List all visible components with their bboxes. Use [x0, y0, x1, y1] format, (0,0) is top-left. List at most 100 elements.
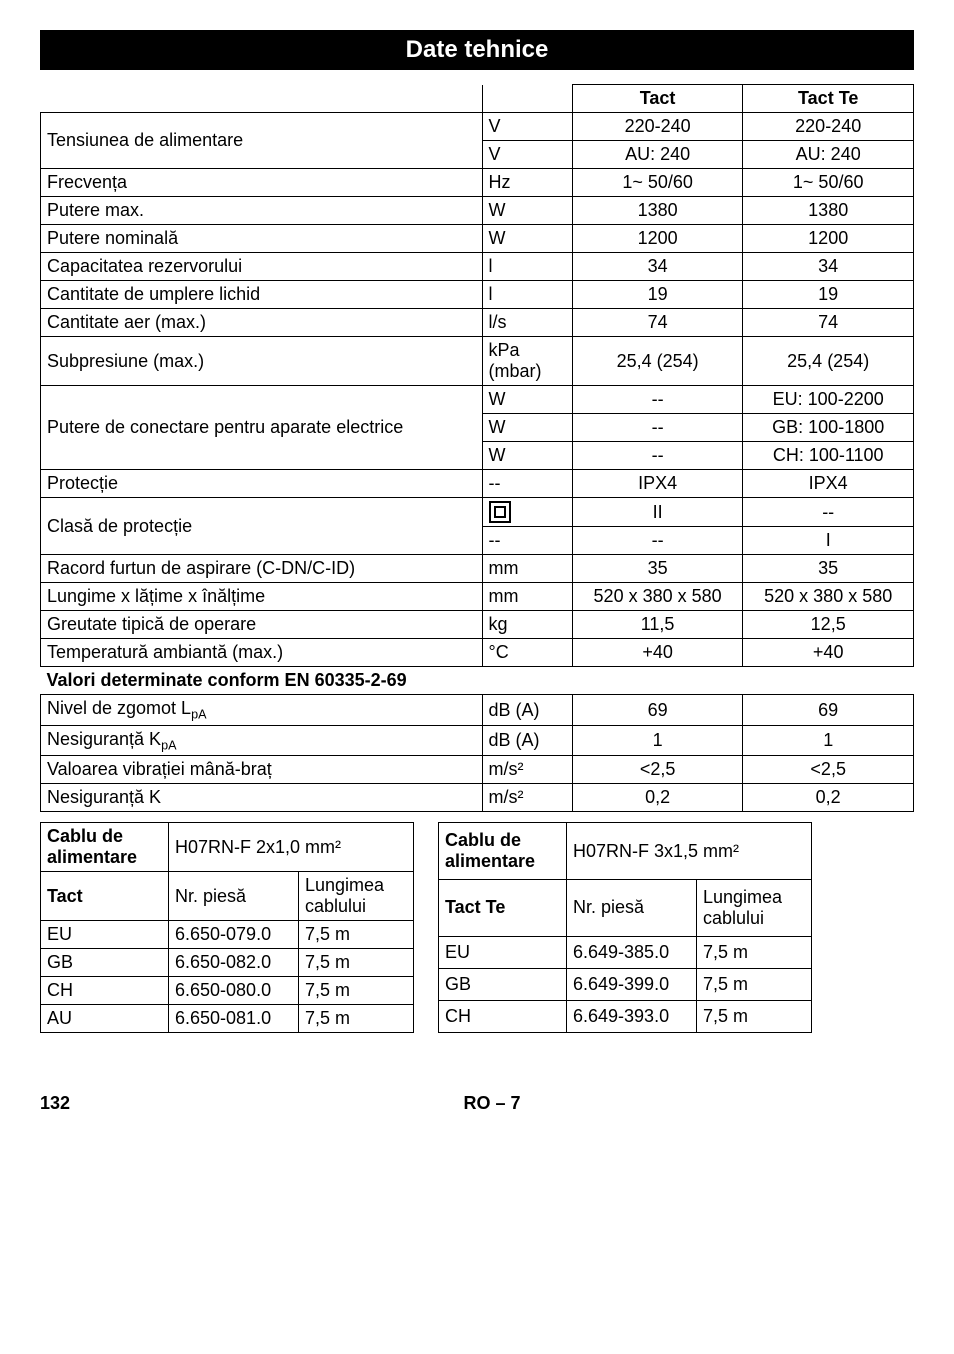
unit: m/s²: [482, 756, 572, 784]
section-heading: Valori determinate conform EN 60335-2-69: [41, 667, 914, 695]
param: Cantitate de umplere lichid: [41, 281, 483, 309]
val: 1~ 50/60: [743, 169, 914, 197]
val: --: [572, 386, 743, 414]
val: --: [572, 442, 743, 470]
table-row: GB 6.650-082.0 7,5 m: [41, 949, 414, 977]
param: Nesiguranță K: [41, 784, 483, 812]
col-tact: Tact: [572, 85, 743, 113]
val: 74: [572, 309, 743, 337]
unit: Hz: [482, 169, 572, 197]
cable-table-1: Cablu de alimentare H07RN-F 2x1,0 mm² Ta…: [40, 822, 414, 1033]
val: 19: [572, 281, 743, 309]
val: CH: 100-1100: [743, 442, 914, 470]
val: 0,2: [572, 784, 743, 812]
param-tensiune: Tensiunea de alimentare: [41, 113, 483, 169]
page-number: 132: [40, 1093, 70, 1114]
val: 1~ 50/60: [572, 169, 743, 197]
val: 35: [572, 555, 743, 583]
val: --: [743, 498, 914, 527]
val: 1200: [572, 225, 743, 253]
val: --: [572, 414, 743, 442]
param: Putere max.: [41, 197, 483, 225]
val: 220-240: [572, 113, 743, 141]
table-row: AU 6.650-081.0 7,5 m: [41, 1005, 414, 1033]
unit: --: [482, 527, 572, 555]
unit: W: [482, 442, 572, 470]
h1: Tact Te: [439, 879, 567, 936]
footer: 132 RO – 7: [40, 1093, 914, 1114]
cable1-title: Cablu de alimentare: [41, 823, 169, 872]
cable2-title: Cablu de alimentare: [439, 823, 567, 880]
val: 520 x 380 x 580: [572, 583, 743, 611]
val: 520 x 380 x 580: [743, 583, 914, 611]
unit: V: [482, 141, 572, 169]
param: Protecție: [41, 470, 483, 498]
val: 0,2: [743, 784, 914, 812]
param: Nesiguranță KpA: [41, 725, 483, 756]
val: 12,5: [743, 611, 914, 639]
page-title: Date tehnice: [40, 30, 914, 70]
unit: m/s²: [482, 784, 572, 812]
param: Capacitatea rezervorului: [41, 253, 483, 281]
val: 74: [743, 309, 914, 337]
param: Putere nominală: [41, 225, 483, 253]
unit: l/s: [482, 309, 572, 337]
unit: l: [482, 281, 572, 309]
unit: dB (A): [482, 725, 572, 756]
unit: mm: [482, 583, 572, 611]
val: --: [572, 527, 743, 555]
val: 35: [743, 555, 914, 583]
param: Greutate tipică de operare: [41, 611, 483, 639]
section-label: RO – 7: [464, 1093, 521, 1114]
unit: V: [482, 113, 572, 141]
cable1-spec: H07RN-F 2x1,0 mm²: [169, 823, 414, 872]
table-row: CH 6.650-080.0 7,5 m: [41, 977, 414, 1005]
val: 1: [572, 725, 743, 756]
val: <2,5: [572, 756, 743, 784]
val: 69: [743, 695, 914, 726]
unit: mm: [482, 555, 572, 583]
param: Nivel de zgomot LpA: [41, 695, 483, 726]
unit: °C: [482, 639, 572, 667]
val: 19: [743, 281, 914, 309]
class-ii-symbol: [482, 498, 572, 527]
cable2-spec: H07RN-F 3x1,5 mm²: [567, 823, 812, 880]
unit: W: [482, 386, 572, 414]
val: GB: 100-1800: [743, 414, 914, 442]
unit: W: [482, 225, 572, 253]
param: Lungime x lățime x înălțime: [41, 583, 483, 611]
val: 34: [743, 253, 914, 281]
cable-table-2: Cablu de alimentare H07RN-F 3x1,5 mm² Ta…: [438, 822, 812, 1033]
val: 220-240: [743, 113, 914, 141]
param: Temperatură ambiantă (max.): [41, 639, 483, 667]
val: IPX4: [743, 470, 914, 498]
val: II: [572, 498, 743, 527]
table-row: EU 6.649-385.0 7,5 m: [439, 936, 812, 968]
unit: dB (A): [482, 695, 572, 726]
val: AU: 240: [743, 141, 914, 169]
val: +40: [572, 639, 743, 667]
val: I: [743, 527, 914, 555]
unit: W: [482, 414, 572, 442]
col-tact-te: Tact Te: [743, 85, 914, 113]
val: +40: [743, 639, 914, 667]
val: IPX4: [572, 470, 743, 498]
h2: Nr. piesă: [169, 872, 299, 921]
table-row: CH 6.649-393.0 7,5 m: [439, 1001, 812, 1033]
val: 1: [743, 725, 914, 756]
param: Valoarea vibrației mână-braț: [41, 756, 483, 784]
val: 25,4 (254): [743, 337, 914, 386]
h1: Tact: [41, 872, 169, 921]
unit: l: [482, 253, 572, 281]
h3: Lungimea cablului: [697, 879, 812, 936]
val: 1380: [743, 197, 914, 225]
val: 1200: [743, 225, 914, 253]
h3: Lungimea cablului: [299, 872, 414, 921]
table-row: GB 6.649-399.0 7,5 m: [439, 968, 812, 1000]
specs-table: Tact Tact Te Tensiunea de alimentare V 2…: [40, 84, 914, 812]
param: Subpresiune (max.): [41, 337, 483, 386]
unit: W: [482, 197, 572, 225]
param: Frecvența: [41, 169, 483, 197]
param: Cantitate aer (max.): [41, 309, 483, 337]
table-row: EU 6.650-079.0 7,5 m: [41, 921, 414, 949]
